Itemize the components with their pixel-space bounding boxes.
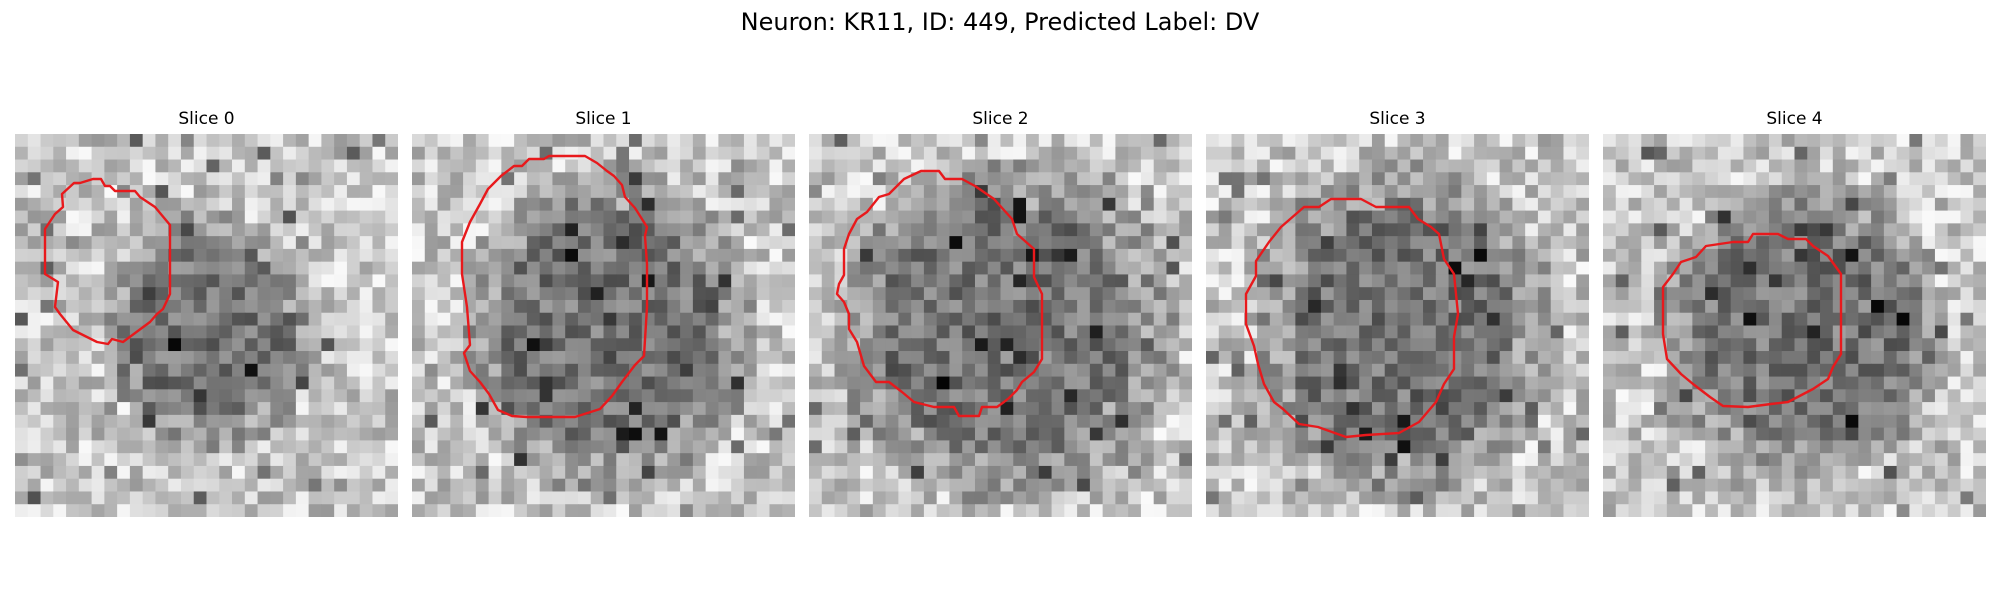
slice-title-1: Slice 1 <box>575 109 632 129</box>
slice-image-2 <box>809 134 1192 517</box>
cell-contour <box>460 154 649 419</box>
slice-title-2: Slice 2 <box>972 109 1029 129</box>
slice-image-3 <box>1206 134 1589 517</box>
cell-contour <box>835 169 1044 418</box>
slice-image-0 <box>15 134 398 517</box>
slice-title-0: Slice 0 <box>178 109 235 129</box>
pixel-grid <box>412 134 795 517</box>
pixel-grid <box>809 134 1192 517</box>
cell-contour <box>1661 232 1843 409</box>
slice-title-4: Slice 4 <box>1766 109 1823 129</box>
slice-title-3: Slice 3 <box>1369 109 1426 129</box>
pixel-grid <box>1603 134 1986 517</box>
cell-contour <box>1244 197 1460 439</box>
cell-contour <box>43 177 172 346</box>
figure-title: Neuron: KR11, ID: 449, Predicted Label: … <box>740 8 1260 36</box>
slice-image-1 <box>412 134 795 517</box>
slice-image-4 <box>1603 134 1986 517</box>
pixel-grid <box>1206 134 1589 517</box>
pixel-grid <box>15 134 398 517</box>
